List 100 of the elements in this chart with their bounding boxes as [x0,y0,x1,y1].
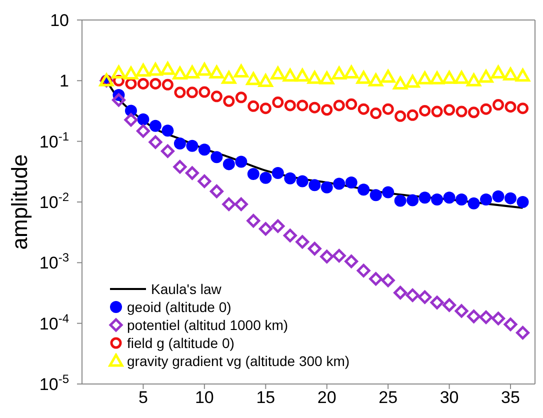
point [394,110,406,122]
point [333,100,345,112]
x-tick-label: 25 [378,388,398,408]
point [382,103,394,115]
point [198,174,212,188]
point [209,66,224,79]
point [358,103,370,115]
point [380,70,396,83]
point [406,109,418,121]
point [284,172,296,184]
point [260,172,272,184]
point [124,66,138,80]
point [321,104,333,116]
point [272,96,284,108]
point [394,286,408,300]
point [270,66,286,80]
point [504,192,517,204]
point [137,113,150,126]
point [248,100,260,112]
y-tick-label: 10$^{-5}$ [39,372,70,394]
point [394,194,406,207]
point [308,102,320,114]
point [492,99,504,111]
point [184,66,200,79]
point [454,70,469,84]
point [431,106,443,118]
point [419,104,431,116]
point [430,71,444,84]
point [444,104,456,116]
point [467,310,481,324]
point [210,184,224,198]
point [247,168,260,180]
point [124,113,138,127]
point [198,86,210,98]
point [162,78,174,90]
legend-label: potentiel (altitud 1000 km) [127,316,288,334]
legend-label: gravity gradient vg (altitude 300 km) [127,352,350,370]
point [258,74,273,87]
y-tick-label: 10$^{-4}$ [39,311,70,334]
point [456,106,468,118]
point [186,86,198,98]
point [235,92,247,104]
point [480,103,492,115]
point [332,249,346,263]
point [368,73,384,86]
point [370,108,382,120]
point [406,194,419,206]
point [222,197,236,211]
point [260,102,272,114]
point [295,68,310,82]
point [186,140,198,152]
point [148,62,163,76]
y-tick-label: 10$^{-2}$ [39,190,70,212]
point [284,100,296,112]
x-tick-label: 5 [138,388,148,408]
point [173,160,187,174]
point [320,71,334,84]
point [479,310,493,324]
point [308,242,322,256]
point [246,72,261,86]
point [162,124,174,137]
point [296,175,308,188]
x-tick-label: 10 [194,388,214,408]
point [442,298,456,312]
legend-label: geoid (altitude 0) [127,298,232,316]
point [356,70,371,84]
point [503,68,518,81]
point [369,272,383,286]
point [454,304,468,318]
point [148,135,162,149]
point [223,95,235,107]
point [516,196,529,208]
point [283,228,297,242]
point [136,124,150,138]
point [442,70,457,84]
point [185,166,199,180]
point [406,288,420,302]
point [468,106,480,118]
point [516,68,530,82]
point [149,120,162,132]
point [332,66,346,80]
point [160,62,175,75]
y-tick-label: 10 [50,11,69,30]
point [345,176,358,188]
y-tick-label: 10$^{-3}$ [39,250,70,273]
point [197,62,212,76]
point [480,193,492,206]
point [271,219,285,233]
point [478,70,494,83]
point [320,250,334,264]
point [456,193,468,206]
point [418,192,431,204]
point [137,78,149,90]
x-tick-label: 15 [256,388,276,408]
y-tick-label: 1 [60,72,69,91]
point [210,151,223,164]
y-tick-label: 10$^{-1}$ [39,129,70,152]
point [246,214,260,228]
point [405,74,420,88]
point [431,193,444,206]
